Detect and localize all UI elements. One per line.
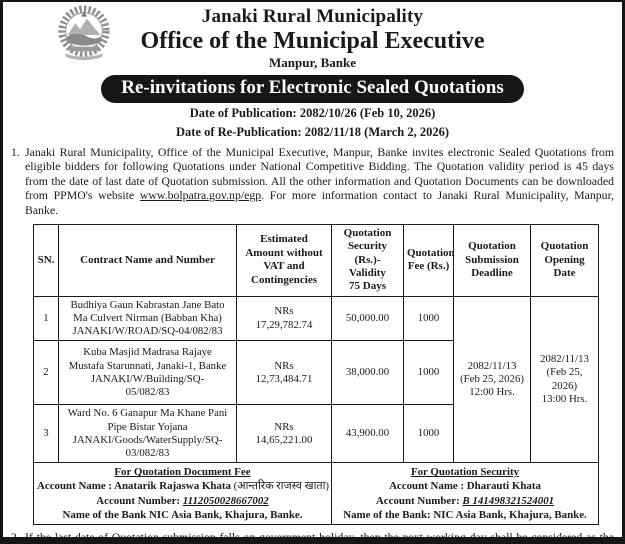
table-header-row: SN. Contract Name and Number Estimated A… [33, 223, 599, 297]
document-fee-details: For Quotation Document Fee Account Name … [33, 462, 332, 525]
column-header-opening-date: Quotation Opening Date [530, 223, 599, 297]
note-item: 2. If the last date of Quotation submissi… [11, 529, 614, 544]
cell-sn: 2 [33, 340, 59, 406]
document-fee-account-name-nepali: (आन्तरिक राजस्व खाता) [230, 480, 330, 493]
document-fee-account-name: Account Name : Anatarik Rajaswa Khata (आ… [37, 480, 330, 493]
document-fee-bank-name: Name of the Bank NIC Asia Bank, Khajura,… [62, 508, 303, 521]
notes-section: 2. If the last date of Quotation submissi… [11, 529, 614, 544]
quotation-security-account-number: Account Number: B 141498321524001 [375, 494, 555, 507]
quotation-table: SN. Contract Name and Number Estimated A… [33, 223, 599, 525]
note-text: If the last date of Quotation submission… [25, 529, 614, 544]
intro-paragraph: 1. Janaki Rural Municipality, Office of t… [11, 145, 614, 218]
intro-number: 1. [11, 144, 20, 159]
cell-estimated-amount: NRs 17,29,782.74 [236, 295, 332, 342]
bank-details-row: For Quotation Document Fee Account Name … [33, 462, 599, 525]
cell-sn: 3 [33, 404, 59, 464]
column-header-contract-name: Contract Name and Number [58, 223, 237, 297]
cell-contract-name: Budhiya Gaun Kabrastan Jane Bato Ma Culv… [58, 295, 237, 342]
location-subtitle: Manpur, Banke [269, 54, 356, 70]
publication-date: Date of Publication: 2082/10/26 (Feb 10,… [189, 106, 436, 121]
note-number: 2. [11, 529, 20, 544]
cell-quotation-security: 38,000.00 [331, 340, 404, 406]
quotation-security-account-name: Account Name : Dharauti Khata [389, 480, 541, 493]
document-fee-account-number: Account Number: 1112050028667002 [96, 494, 269, 507]
municipality-title: Janaki Rural Municipality [201, 6, 424, 27]
column-header-quotation-security: Quotation Security (Rs.)- Validity 75 Da… [331, 223, 404, 297]
column-header-sn: SN. [33, 223, 59, 297]
quotation-security-title: For Quotation Security [410, 466, 520, 479]
document-header: Janaki Rural Municipality Office of the … [3, 2, 622, 70]
cell-quotation-fee: 1000 [403, 295, 454, 342]
quotation-security-account-number-value: B 141498321524001 [462, 494, 555, 507]
cell-submission-deadline: 2082/11/13 (Feb 25, 2026) 12:00 Hrs. [453, 295, 531, 464]
nepal-emblem-logo [58, 5, 110, 61]
column-header-submission-deadline: Quotation Submission Deadline [453, 223, 531, 297]
office-title: Office of the Municipal Executive [140, 27, 485, 54]
document-fee-title: For Quotation Document Fee [114, 466, 251, 479]
cell-estimated-amount: NRs 14,65,221.00 [236, 404, 332, 464]
table-row: 1 Budhiya Gaun Kabrastan Jane Bato Ma Cu… [33, 295, 599, 464]
quotation-security-bank-name: Name of the Bank: NIC Asia Bank, Khajura… [343, 508, 587, 521]
cell-quotation-security: 50,000.00 [331, 295, 404, 342]
cell-sn: 1 [33, 295, 59, 342]
cell-quotation-fee: 1000 [403, 340, 454, 406]
cell-contract-name: Kuba Masjid Madrasa Rajaye Mustafa Staru… [58, 340, 237, 406]
document-fee-account-number-value: 1112050028667002 [182, 494, 269, 507]
column-header-quotation-fee: Quotation Fee (Rs.) [403, 223, 455, 297]
intro-text-before-link: Janaki Rural Municipality, Office of the… [25, 144, 614, 203]
column-header-estimated-amount: Estimated Amount without VAT and Conting… [236, 223, 332, 297]
cell-opening-date: 2082/11/13 (Feb 25, 2026) 13:00 Hrs. [530, 295, 599, 464]
cell-quotation-security: 43,900.00 [331, 404, 404, 464]
cell-estimated-amount: NRs 12,73,484.71 [236, 340, 332, 406]
ppmo-website-link[interactable]: www.bolpatra.gov.np/egp [139, 188, 262, 203]
notice-banner: Re-invitations for Electronic Sealed Quo… [101, 75, 524, 104]
cell-contract-name: Ward No. 6 Ganapur Ma Khane Pani Pipe Bi… [58, 404, 237, 464]
table-row: 3 Ward No. 6 Ganapur Ma Khane Pani Pipe … [33, 404, 599, 464]
intro-text-after-link: . For more information contact to Janaki… [25, 188, 614, 218]
cell-quotation-fee: 1000 [403, 404, 454, 464]
quotation-security-details: For Quotation Security Account Name : Dh… [331, 462, 599, 525]
republication-date: Date of Re-Publication: 2082/11/18 (Marc… [176, 124, 449, 139]
